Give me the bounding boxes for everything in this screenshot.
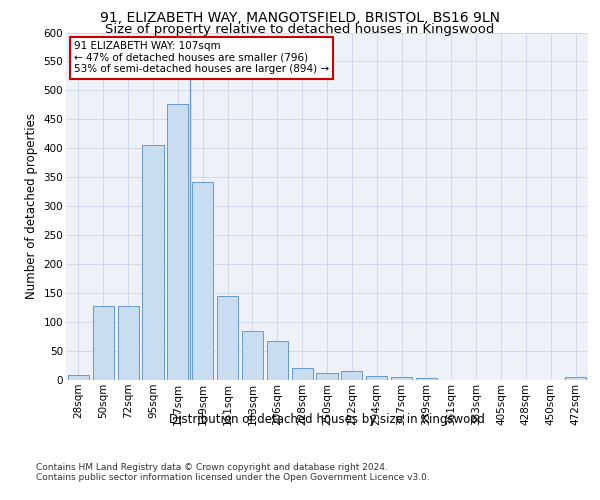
Bar bbox=[93, 306, 114, 380]
Bar bbox=[192, 182, 213, 380]
Bar bbox=[292, 368, 313, 380]
Y-axis label: Number of detached properties: Number of detached properties bbox=[25, 114, 38, 299]
Bar bbox=[565, 377, 586, 380]
Text: Contains HM Land Registry data © Crown copyright and database right 2024.
Contai: Contains HM Land Registry data © Crown c… bbox=[36, 462, 430, 482]
Bar bbox=[118, 306, 139, 380]
Text: 91, ELIZABETH WAY, MANGOTSFIELD, BRISTOL, BS16 9LN: 91, ELIZABETH WAY, MANGOTSFIELD, BRISTOL… bbox=[100, 11, 500, 25]
Bar bbox=[167, 104, 188, 380]
Bar bbox=[217, 296, 238, 380]
Bar bbox=[391, 376, 412, 380]
Bar bbox=[341, 372, 362, 380]
Bar bbox=[316, 373, 338, 380]
Text: Size of property relative to detached houses in Kingswood: Size of property relative to detached ho… bbox=[106, 22, 494, 36]
Bar bbox=[416, 378, 437, 380]
Bar bbox=[142, 146, 164, 380]
Bar bbox=[366, 376, 387, 380]
Bar bbox=[68, 375, 89, 380]
Text: Distribution of detached houses by size in Kingswood: Distribution of detached houses by size … bbox=[169, 412, 485, 426]
Bar bbox=[242, 331, 263, 380]
Text: 91 ELIZABETH WAY: 107sqm
← 47% of detached houses are smaller (796)
53% of semi-: 91 ELIZABETH WAY: 107sqm ← 47% of detach… bbox=[74, 41, 329, 74]
Bar bbox=[267, 340, 288, 380]
